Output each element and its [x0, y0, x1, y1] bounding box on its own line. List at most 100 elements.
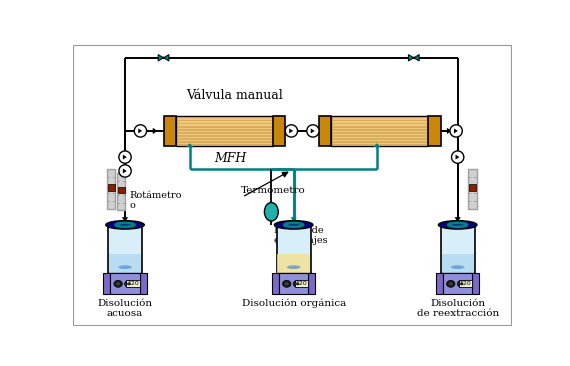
Text: Rotámetro
o: Rotámetro o [129, 191, 182, 210]
Circle shape [162, 57, 165, 59]
Text: 120: 120 [296, 281, 307, 286]
Text: Disolución
de reextracción: Disolución de reextracción [417, 299, 499, 318]
Bar [443, 273, 473, 294]
Polygon shape [158, 55, 164, 61]
Text: Bomba de
engranajes: Bomba de engranajes [274, 226, 328, 245]
Ellipse shape [285, 282, 288, 285]
Polygon shape [186, 143, 194, 147]
Bar [276, 225, 311, 273]
Ellipse shape [287, 265, 300, 269]
Bar [107, 169, 115, 209]
Bar [176, 116, 273, 146]
Bar [272, 273, 279, 294]
Bar [126, 280, 140, 287]
Bar [279, 273, 308, 294]
Bar [332, 144, 428, 146]
Polygon shape [139, 128, 142, 134]
Ellipse shape [106, 221, 144, 229]
Bar [108, 225, 142, 273]
Polygon shape [291, 217, 297, 222]
Bar [331, 116, 429, 146]
Bar [109, 254, 141, 273]
Bar [332, 123, 428, 124]
Polygon shape [153, 128, 158, 134]
Bar [177, 144, 272, 146]
Polygon shape [454, 217, 461, 222]
Ellipse shape [264, 202, 278, 221]
Text: 120: 120 [459, 281, 471, 286]
Bar [278, 254, 310, 273]
Ellipse shape [449, 282, 453, 285]
Ellipse shape [296, 282, 299, 285]
Bar [104, 273, 111, 294]
Bar [332, 135, 428, 137]
Bar [308, 273, 315, 294]
Ellipse shape [116, 282, 120, 285]
Bar [332, 117, 428, 118]
Ellipse shape [451, 265, 465, 269]
Bar [273, 116, 285, 146]
Bar [140, 273, 146, 294]
Bar [118, 187, 125, 193]
Bar [177, 126, 272, 127]
Text: Termómetro: Termómetro [241, 186, 306, 195]
Polygon shape [373, 143, 381, 147]
Polygon shape [123, 154, 127, 160]
Polygon shape [122, 217, 128, 222]
Bar [332, 138, 428, 140]
Bar [177, 132, 272, 134]
Polygon shape [455, 154, 459, 160]
Bar [177, 123, 272, 124]
Bar [429, 116, 441, 146]
Ellipse shape [294, 280, 302, 287]
Bar [117, 173, 125, 210]
Bar [436, 273, 443, 294]
Ellipse shape [127, 282, 131, 285]
Ellipse shape [283, 280, 291, 287]
Polygon shape [123, 168, 127, 173]
Polygon shape [454, 128, 458, 134]
Bar [332, 132, 428, 134]
Ellipse shape [118, 265, 132, 269]
Circle shape [135, 125, 146, 137]
Bar [177, 120, 272, 122]
Ellipse shape [459, 282, 463, 285]
Circle shape [285, 125, 298, 137]
Circle shape [413, 57, 415, 59]
Bar [177, 138, 272, 140]
Bar [332, 141, 428, 143]
Bar [469, 184, 476, 191]
Circle shape [451, 151, 464, 163]
Bar [441, 225, 475, 273]
Bar [458, 280, 473, 287]
Bar [295, 280, 308, 287]
Bar [319, 116, 331, 146]
Polygon shape [164, 55, 169, 61]
Bar [473, 273, 479, 294]
Bar [108, 184, 115, 191]
Text: Disolución
acuosa: Disolución acuosa [97, 299, 153, 318]
Circle shape [450, 125, 462, 137]
Circle shape [119, 151, 131, 163]
Bar [164, 116, 176, 146]
Ellipse shape [274, 221, 313, 229]
Polygon shape [289, 128, 293, 134]
Ellipse shape [438, 221, 477, 229]
Bar [468, 169, 477, 209]
Ellipse shape [446, 280, 455, 287]
Bar [332, 129, 428, 131]
Bar [332, 120, 428, 122]
Text: Disolución orgánica: Disolución orgánica [242, 299, 346, 308]
Circle shape [119, 165, 131, 177]
Bar [177, 141, 272, 143]
Polygon shape [308, 128, 313, 134]
Ellipse shape [114, 280, 123, 287]
Bar [111, 273, 140, 294]
Polygon shape [447, 128, 452, 134]
Bar [332, 126, 428, 127]
Bar [442, 254, 474, 273]
Bar [177, 135, 272, 137]
Ellipse shape [125, 280, 133, 287]
Circle shape [307, 125, 319, 137]
Ellipse shape [457, 280, 466, 287]
